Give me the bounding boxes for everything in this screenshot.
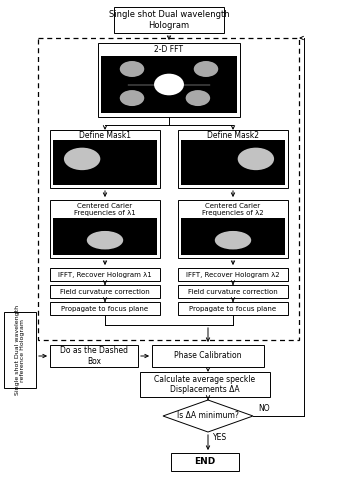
Text: Define Mask2: Define Mask2	[207, 130, 259, 140]
Text: Define Mask1: Define Mask1	[79, 130, 131, 140]
Text: IFFT, Recover Hologram λ1: IFFT, Recover Hologram λ1	[58, 272, 152, 278]
Ellipse shape	[120, 90, 144, 106]
Ellipse shape	[120, 61, 144, 77]
Text: Field curvature correction: Field curvature correction	[60, 288, 150, 294]
Text: Propagate to focus plane: Propagate to focus plane	[189, 306, 277, 312]
Bar	[4, 312, 36, 388]
Bar	[178, 285, 288, 298]
Polygon shape	[163, 400, 253, 432]
Text: Field curvature correction: Field curvature correction	[188, 288, 278, 294]
Bar	[140, 372, 270, 397]
Bar	[181, 140, 285, 185]
Ellipse shape	[186, 90, 210, 106]
Text: Calculate average speckle
Displacements ΔA: Calculate average speckle Displacements …	[154, 375, 255, 394]
Bar	[114, 7, 224, 33]
Text: 2-D FFT: 2-D FFT	[154, 44, 184, 54]
Bar	[50, 200, 160, 258]
Text: Centered Carier
Frequencies of λ2: Centered Carier Frequencies of λ2	[202, 202, 264, 215]
Bar	[53, 218, 157, 255]
Text: Phase Calibration: Phase Calibration	[174, 352, 242, 360]
Text: Propagate to focus plane: Propagate to focus plane	[61, 306, 149, 312]
Ellipse shape	[154, 74, 184, 96]
Text: IFFT, Recover Hologram λ2: IFFT, Recover Hologram λ2	[186, 272, 280, 278]
Text: Is ΔA minimum?: Is ΔA minimum?	[177, 412, 239, 420]
Ellipse shape	[238, 148, 274, 170]
Text: YES: YES	[213, 434, 227, 442]
Bar	[50, 130, 160, 188]
Text: Do as the Dashed
Box: Do as the Dashed Box	[60, 346, 128, 366]
Bar	[178, 130, 288, 188]
Bar	[101, 56, 237, 113]
Bar	[50, 345, 138, 367]
Text: NO: NO	[258, 404, 270, 413]
Ellipse shape	[194, 61, 218, 77]
Bar	[178, 268, 288, 281]
Bar	[50, 268, 160, 281]
Bar	[50, 302, 160, 315]
Text: Single shot Dual wavelength
Hologram: Single shot Dual wavelength Hologram	[109, 10, 229, 29]
Bar	[98, 43, 240, 117]
Bar	[181, 218, 285, 255]
Bar	[171, 453, 239, 471]
Ellipse shape	[215, 231, 251, 250]
Text: Centered Carier
Frequencies of λ1: Centered Carier Frequencies of λ1	[74, 202, 136, 215]
Bar	[152, 345, 264, 367]
Text: END: END	[194, 458, 216, 466]
Ellipse shape	[87, 231, 123, 250]
Bar	[178, 302, 288, 315]
Bar	[178, 200, 288, 258]
Text: Single shot Dual wavelength
reference Hologram: Single shot Dual wavelength reference Ho…	[14, 305, 25, 395]
Bar	[53, 140, 157, 185]
Bar	[50, 285, 160, 298]
Ellipse shape	[64, 148, 100, 170]
Bar	[38, 38, 299, 340]
